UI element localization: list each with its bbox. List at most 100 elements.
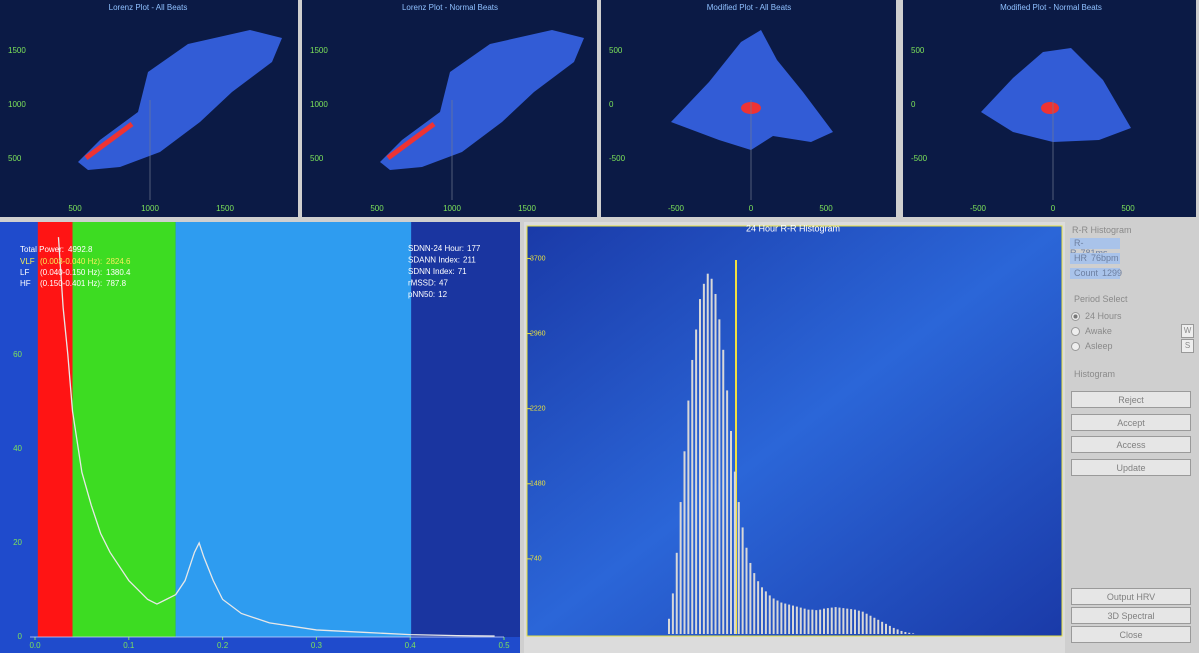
x-tick-label: -500 <box>668 204 685 213</box>
x-tick-label: 1000 <box>141 204 159 213</box>
power-label: Total Power: <box>20 245 64 254</box>
x-tick-label: 0.2 <box>217 641 229 650</box>
bar <box>702 283 705 634</box>
band-name: LF <box>20 268 29 277</box>
spectrum-line <box>57 237 495 637</box>
stat-value: 211 <box>463 256 476 265</box>
y-tick-label: 500 <box>310 154 324 163</box>
point-cloud <box>380 30 584 170</box>
bar <box>718 319 721 634</box>
x-tick-label: 0 <box>1051 204 1056 213</box>
bar <box>799 607 802 634</box>
bar <box>706 273 709 634</box>
button[interactable]: Update <box>1071 458 1191 476</box>
button[interactable]: Close <box>1071 626 1191 643</box>
bar <box>811 609 814 634</box>
bar <box>838 607 841 634</box>
button[interactable]: 3D Spectral <box>1071 607 1191 624</box>
band-power: 787.8 <box>106 279 127 288</box>
stats-area <box>405 222 520 637</box>
period-button[interactable]: S <box>1181 339 1194 353</box>
band-range: (0.040-0.150 Hz): <box>40 268 102 277</box>
bar <box>722 349 725 634</box>
button[interactable]: Output HRV <box>1071 588 1191 605</box>
y-tick-label: 0 <box>609 100 614 109</box>
x-tick-label: -500 <box>970 204 987 213</box>
bar <box>888 625 891 634</box>
radio-dot[interactable] <box>1071 342 1080 352</box>
histogram-label: Histogram <box>1074 369 1116 379</box>
band-range: (0.150-0.401 Hz): <box>40 279 102 288</box>
bar <box>776 600 779 634</box>
x-tick-label: 0 <box>749 204 754 213</box>
bar <box>668 618 670 634</box>
y-tick-label: 1500 <box>310 46 328 55</box>
y-tick-label: 0 <box>911 100 916 109</box>
bar <box>745 547 748 634</box>
bar <box>687 400 690 634</box>
bar <box>912 633 915 634</box>
y-tick-label: 0 <box>18 632 23 641</box>
x-tick-label: 1500 <box>518 204 536 213</box>
bar <box>749 562 752 634</box>
radio[interactable]: Awake <box>1071 326 1112 337</box>
radio-dot[interactable] <box>1071 312 1080 322</box>
bar <box>885 623 887 634</box>
x-tick-label: 0.3 <box>311 641 323 650</box>
x-tick-label: 500 <box>819 204 833 213</box>
x-tick-label: 500 <box>370 204 384 213</box>
y-tick-label: 40 <box>13 444 22 453</box>
bar <box>733 471 736 634</box>
button[interactable]: Access <box>1071 436 1191 453</box>
bar <box>753 573 756 634</box>
bar <box>881 621 884 634</box>
bar <box>861 611 864 634</box>
bar <box>877 619 880 634</box>
radio-label: Awake <box>1085 326 1112 336</box>
bar <box>768 595 771 634</box>
bar <box>908 632 911 634</box>
bar <box>815 610 818 634</box>
y-tick-label: 1000 <box>8 100 26 109</box>
period-button[interactable]: W <box>1181 324 1194 338</box>
stat-label: pNN50: <box>408 290 435 299</box>
bar <box>714 293 717 634</box>
bar <box>842 608 845 634</box>
bar <box>683 451 686 634</box>
y-tick-label: 20 <box>13 538 22 547</box>
bar <box>823 608 825 634</box>
bar <box>900 630 903 634</box>
y-tick-label: 1000 <box>310 100 328 109</box>
field: Count 1299 <box>1070 268 1122 279</box>
bar <box>784 603 787 634</box>
bar <box>772 598 775 634</box>
bar <box>807 609 810 634</box>
button[interactable]: Accept <box>1071 413 1191 431</box>
radio[interactable]: Asleep <box>1071 341 1113 352</box>
field-label: Count <box>1074 268 1099 278</box>
band-region <box>175 222 412 637</box>
bar <box>792 605 794 634</box>
bar <box>764 591 767 634</box>
y-tick-label: 740 <box>530 556 542 563</box>
bar <box>726 390 729 634</box>
bar <box>873 617 876 634</box>
band-power: 1380.4 <box>106 268 131 277</box>
radio[interactable]: 24 Hours <box>1071 311 1122 322</box>
bar <box>699 299 701 634</box>
bar <box>846 608 849 634</box>
y-tick-label: 2220 <box>530 406 546 413</box>
radio-dot[interactable] <box>1071 327 1080 337</box>
bar <box>710 278 713 634</box>
bar <box>865 613 868 634</box>
plot-title: Modified Plot - Normal Beats <box>1000 3 1102 12</box>
bar <box>780 602 783 634</box>
stat-value: 12 <box>438 290 447 299</box>
band-region <box>72 222 176 637</box>
point-cloud <box>78 30 282 170</box>
bar <box>830 607 833 634</box>
button[interactable]: Reject <box>1071 391 1191 408</box>
